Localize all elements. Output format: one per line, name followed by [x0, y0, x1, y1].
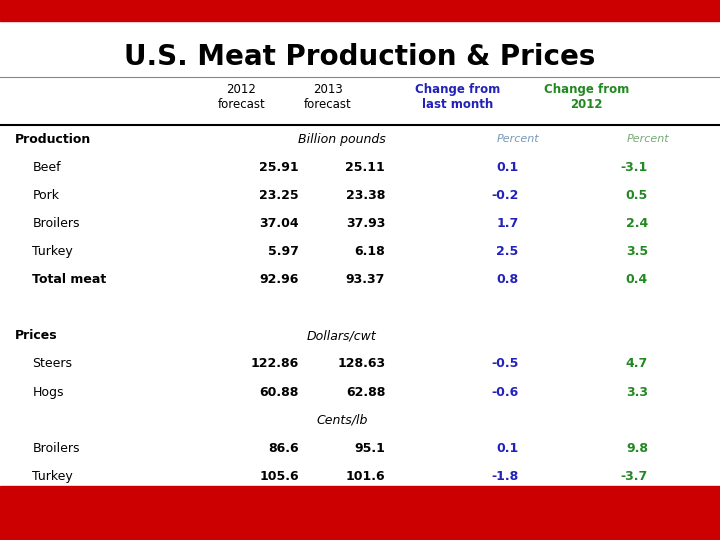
Text: Pork: Pork	[32, 189, 59, 202]
Bar	[0, 0, 720, 21]
Text: Percent: Percent	[497, 134, 540, 144]
Text: Hogs: Hogs	[32, 386, 64, 399]
Text: 2012
forecast: 2012 forecast	[217, 83, 265, 111]
Text: 62.88: 62.88	[346, 386, 385, 399]
Text: 37.93: 37.93	[346, 217, 385, 230]
Text: 92.96: 92.96	[259, 273, 299, 286]
Text: -1.8: -1.8	[491, 470, 518, 483]
Text: U.S. Meat Production & Prices: U.S. Meat Production & Prices	[125, 43, 595, 71]
Text: Change from
2012: Change from 2012	[544, 83, 629, 111]
Text: Prices: Prices	[14, 329, 57, 342]
Text: 2.4: 2.4	[626, 217, 648, 230]
Text: 86.6: 86.6	[268, 442, 299, 455]
Text: 0.1: 0.1	[496, 161, 518, 174]
Text: 3.3: 3.3	[626, 386, 648, 399]
Text: Broilers: Broilers	[32, 217, 80, 230]
Text: 5.97: 5.97	[268, 245, 299, 258]
Text: 93.37: 93.37	[346, 273, 385, 286]
Text: 9.8: 9.8	[626, 442, 648, 455]
Text: Turkey: Turkey	[32, 470, 73, 483]
Text: 0.1: 0.1	[496, 442, 518, 455]
Text: 0.8: 0.8	[496, 273, 518, 286]
Text: -0.5: -0.5	[491, 357, 518, 370]
Text: Steers: Steers	[32, 357, 73, 370]
Text: -3.7: -3.7	[621, 470, 648, 483]
Text: Extension and Outreach/Department of Economics: Extension and Outreach/Department of Eco…	[7, 523, 256, 533]
Text: 25.11: 25.11	[346, 161, 385, 174]
Text: 3.5: 3.5	[626, 245, 648, 258]
Text: 23.38: 23.38	[346, 189, 385, 202]
Text: Change from
last month: Change from last month	[415, 83, 500, 111]
Text: 101.6: 101.6	[346, 470, 385, 483]
Text: 0.5: 0.5	[626, 189, 648, 202]
Text: 60.88: 60.88	[259, 386, 299, 399]
Text: Production: Production	[14, 133, 91, 146]
Text: 95.1: 95.1	[354, 442, 385, 455]
Text: 2013
forecast: 2013 forecast	[304, 83, 351, 111]
Text: -0.6: -0.6	[491, 386, 518, 399]
Text: Turkey: Turkey	[32, 245, 73, 258]
Bar	[0, 486, 720, 540]
Text: Source: USDA-WAOB: Source: USDA-WAOB	[572, 497, 709, 510]
Text: 0.4: 0.4	[626, 273, 648, 286]
Text: 37.04: 37.04	[259, 217, 299, 230]
Text: Dollars/cwt: Dollars/cwt	[307, 329, 377, 342]
Text: 1.7: 1.7	[496, 217, 518, 230]
Text: -3.1: -3.1	[621, 161, 648, 174]
Text: 4.7: 4.7	[626, 357, 648, 370]
Text: 25.91: 25.91	[259, 161, 299, 174]
Text: 2.5: 2.5	[496, 245, 518, 258]
Text: Ag Decision Maker: Ag Decision Maker	[554, 521, 709, 535]
Text: Billion pounds: Billion pounds	[298, 133, 386, 146]
Text: Iowa State University: Iowa State University	[7, 494, 223, 512]
Text: 105.6: 105.6	[259, 470, 299, 483]
Text: 6.18: 6.18	[354, 245, 385, 258]
Text: Cents/lb: Cents/lb	[316, 414, 368, 427]
Text: 122.86: 122.86	[251, 357, 299, 370]
Text: Percent: Percent	[626, 134, 670, 144]
Text: Broilers: Broilers	[32, 442, 80, 455]
Text: Total meat: Total meat	[32, 273, 107, 286]
Text: 128.63: 128.63	[337, 357, 385, 370]
Text: 23.25: 23.25	[259, 189, 299, 202]
Text: Beef: Beef	[32, 161, 61, 174]
Text: -0.2: -0.2	[491, 189, 518, 202]
